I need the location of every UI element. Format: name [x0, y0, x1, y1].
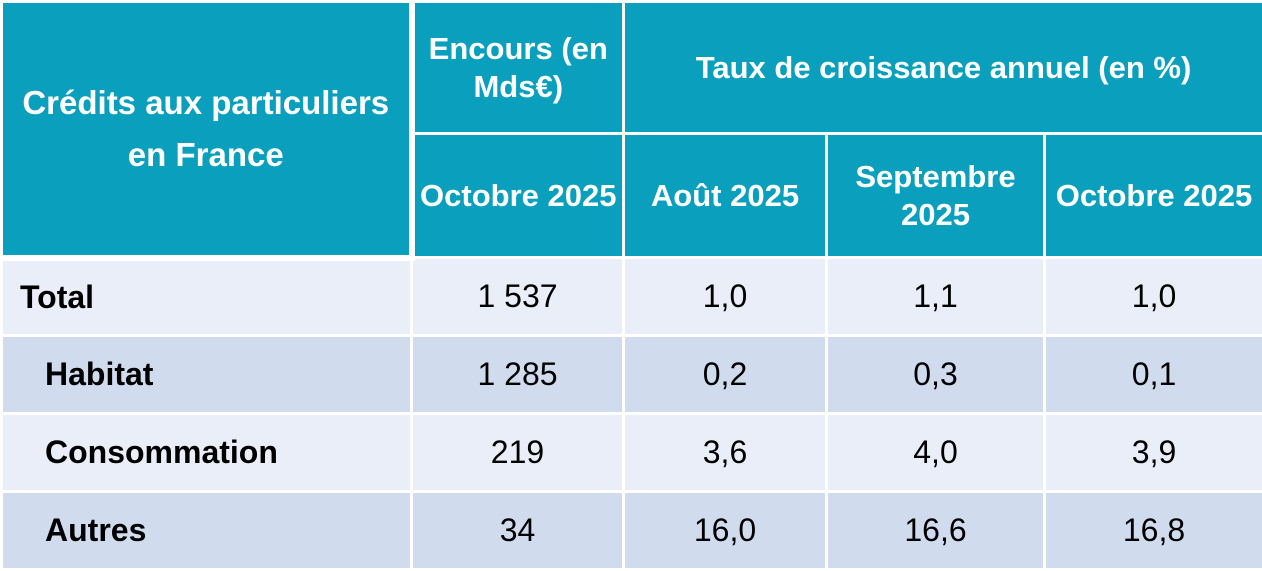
cell-value: 16,0	[624, 492, 827, 570]
cell-value: 0,3	[827, 336, 1045, 414]
cell-value: 3,6	[624, 414, 827, 492]
cell-value: 16,6	[827, 492, 1045, 570]
row-label: Autres	[2, 492, 412, 570]
growth-rate-header: Taux de croissance annuel (en %)	[624, 2, 1262, 134]
cell-value: 1 285	[412, 336, 624, 414]
header-row-1: Crédits aux particuliers en France Encou…	[2, 2, 1262, 134]
table-row-autres: Autres 34 16,0 16,6 16,8	[2, 492, 1262, 570]
cell-value: 3,9	[1045, 414, 1262, 492]
column-header-encours-oct-2025: Octobre 2025	[412, 134, 624, 258]
cell-value: 1,0	[624, 258, 827, 336]
table-row-total: Total 1 537 1,0 1,1 1,0	[2, 258, 1262, 336]
cell-value: 0,2	[624, 336, 827, 414]
row-label: Habitat	[2, 336, 412, 414]
column-header-oct-2025: Octobre 2025	[1045, 134, 1262, 258]
cell-value: 4,0	[827, 414, 1045, 492]
table-row-consommation: Consommation 219 3,6 4,0 3,9	[2, 414, 1262, 492]
table-header: Crédits aux particuliers en France Encou…	[2, 2, 1262, 258]
encours-header: Encours (en Mds€)	[412, 2, 624, 134]
cell-value: 1,0	[1045, 258, 1262, 336]
cell-value: 0,1	[1045, 336, 1262, 414]
table-body: Total 1 537 1,0 1,1 1,0 Habitat 1 285 0,…	[2, 258, 1262, 570]
cell-value: 1 537	[412, 258, 624, 336]
column-header-sept-2025: Septembre 2025	[827, 134, 1045, 258]
cell-value: 219	[412, 414, 624, 492]
cell-value: 16,8	[1045, 492, 1262, 570]
table-row-habitat: Habitat 1 285 0,2 0,3 0,1	[2, 336, 1262, 414]
row-label: Total	[2, 258, 412, 336]
cell-value: 34	[412, 492, 624, 570]
row-label: Consommation	[2, 414, 412, 492]
cell-value: 1,1	[827, 258, 1045, 336]
corner-header: Crédits aux particuliers en France	[2, 2, 412, 258]
column-header-aout-2025: Août 2025	[624, 134, 827, 258]
